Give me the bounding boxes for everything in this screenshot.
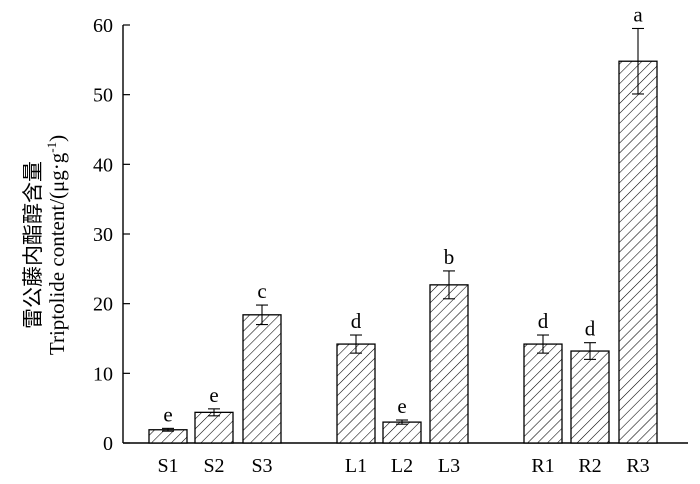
y-tick-label: 30 <box>93 224 113 246</box>
x-tick-label-r2: R2 <box>578 455 601 477</box>
significance-label-s3: c <box>257 279 266 303</box>
error-bar-l2 <box>396 419 408 425</box>
y-axis-ticks: 0 10 20 30 40 50 60 <box>93 15 130 455</box>
bar-l1 <box>336 343 376 444</box>
significance-label-l1: d <box>351 309 362 333</box>
error-bar-r2 <box>584 342 596 360</box>
bar-l3 <box>429 284 469 444</box>
error-bar-r3 <box>632 27 644 95</box>
y-tick-label: 60 <box>93 15 113 37</box>
bar-s2 <box>194 411 234 444</box>
bar-l2 <box>382 421 422 444</box>
x-tick-label-r1: R1 <box>531 455 554 477</box>
error-bar-l1 <box>350 334 362 354</box>
bar-s1 <box>148 429 188 444</box>
error-bar-l3 <box>443 270 455 300</box>
x-tick-label-r3: R3 <box>626 455 649 477</box>
bar-r3 <box>618 60 658 444</box>
x-tick-label-l3: L3 <box>438 455 460 477</box>
error-bar-s1 <box>162 427 174 432</box>
bar-r1 <box>523 343 563 444</box>
significance-label-l2: e <box>397 394 406 418</box>
y-axis-label-english: Triptolide content/(μg·g-1) <box>44 135 69 355</box>
significance-label-r1: d <box>538 309 549 333</box>
y-axis-label-english-main: Triptolide content/(μg·g <box>45 152 69 355</box>
significance-label-r3: a <box>633 2 643 26</box>
x-tick-label-l1: L1 <box>345 455 367 477</box>
bar-s3 <box>242 314 282 444</box>
significance-label-l3: b <box>444 245 455 269</box>
y-tick-label: 10 <box>93 363 113 385</box>
error-bars <box>162 27 644 432</box>
error-bar-s3 <box>256 304 268 326</box>
significance-label-s2: e <box>209 383 218 407</box>
significance-label-s1: e <box>163 402 172 426</box>
bar-r2 <box>570 350 610 444</box>
y-axis-label: 雷公藤内酯醇含量 Triptolide content/(μg·g-1) <box>21 135 69 355</box>
category-labels: S1 S2 S3 L1 L2 L3 R1 R2 R3 <box>157 455 649 477</box>
bars <box>148 60 658 444</box>
error-bar-r1 <box>537 334 549 354</box>
y-tick-label: 20 <box>93 294 113 316</box>
y-axis-label-superscript: -1 <box>44 142 59 153</box>
y-axis-label-close: ) <box>45 135 69 142</box>
x-tick-label-s2: S2 <box>203 455 224 477</box>
y-tick-label: 0 <box>103 433 113 455</box>
y-tick-label: 50 <box>93 85 113 107</box>
x-tick-label-l2: L2 <box>391 455 413 477</box>
x-tick-label-s3: S3 <box>251 455 272 477</box>
x-tick-label-s1: S1 <box>157 455 178 477</box>
error-bar-s2 <box>208 408 220 417</box>
significance-labels: e e c d e b d d a <box>163 2 643 426</box>
y-axis-label-chinese: 雷公藤内酯醇含量 <box>21 161 45 329</box>
y-tick-label: 40 <box>93 154 113 176</box>
significance-label-r2: d <box>585 317 596 341</box>
